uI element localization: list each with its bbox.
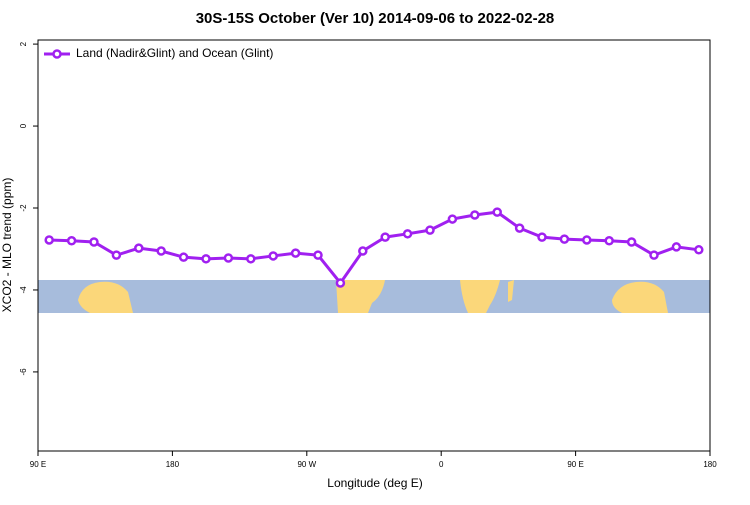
x-tick-label: 90 E bbox=[567, 460, 583, 469]
point bbox=[111, 250, 122, 260]
point bbox=[626, 237, 637, 247]
point bbox=[559, 234, 570, 244]
legend-label: Land (Nadir&Glint) and Ocean (Glint) bbox=[76, 46, 273, 60]
point bbox=[246, 254, 256, 264]
point bbox=[335, 278, 346, 288]
point bbox=[402, 229, 413, 239]
y-tick-label: -6 bbox=[19, 368, 28, 376]
point bbox=[649, 250, 659, 260]
point bbox=[492, 207, 502, 217]
y-tick-label: -2 bbox=[19, 204, 28, 212]
point bbox=[44, 235, 54, 245]
plot-frame bbox=[37, 39, 711, 452]
chart-title: 30S-15S October (Ver 10) 2014-09-06 to 2… bbox=[196, 10, 555, 27]
legend-marker bbox=[52, 49, 62, 59]
y-tick-label: 2 bbox=[19, 41, 28, 46]
x-tick-label: 180 bbox=[703, 460, 717, 469]
point bbox=[223, 253, 234, 263]
point bbox=[447, 214, 458, 224]
point bbox=[425, 225, 435, 235]
point bbox=[582, 235, 592, 245]
y-tick-label: 0 bbox=[19, 123, 28, 128]
x-tick-label: 180 bbox=[166, 460, 180, 469]
point bbox=[358, 246, 368, 256]
point bbox=[514, 223, 525, 233]
point bbox=[156, 246, 166, 256]
y-axis-label: XCO2 - MLO trend (ppm) bbox=[0, 178, 14, 313]
point bbox=[66, 236, 77, 246]
point bbox=[694, 245, 704, 255]
y-tick-label: -4 bbox=[19, 286, 28, 294]
series-line bbox=[49, 210, 699, 286]
point bbox=[313, 250, 323, 260]
point bbox=[604, 236, 614, 246]
x-tick-label: 0 bbox=[439, 460, 444, 469]
x-tick-label: 90 W bbox=[297, 460, 316, 469]
point bbox=[290, 248, 301, 258]
point bbox=[178, 252, 189, 262]
map-band bbox=[38, 280, 710, 313]
point bbox=[89, 237, 99, 247]
point bbox=[380, 232, 390, 242]
point bbox=[671, 242, 682, 252]
x-tick-label: 90 E bbox=[30, 460, 46, 469]
point bbox=[470, 210, 480, 220]
point bbox=[537, 232, 547, 242]
x-axis-label: Longitude (deg E) bbox=[327, 476, 422, 490]
point bbox=[134, 243, 144, 253]
point bbox=[268, 251, 278, 261]
point bbox=[201, 254, 211, 264]
